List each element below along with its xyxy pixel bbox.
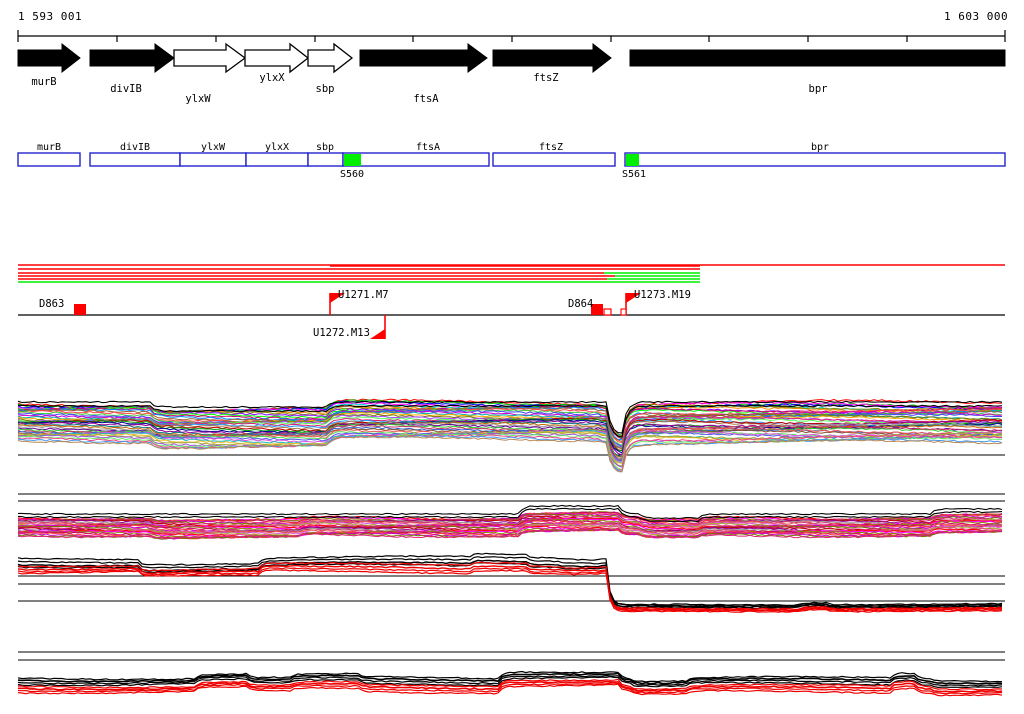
panel1-series-12: [17, 408, 1002, 444]
gene-box-ylxw[interactable]: [179, 152, 247, 167]
panel4-series-6: [17, 682, 1002, 695]
gene-box-bpr[interactable]: [624, 152, 1006, 167]
gene-box-label-divib: divIB: [119, 142, 151, 153]
panel2-outline-0: [18, 504, 1003, 520]
feature-u1273-m19[interactable]: [620, 293, 641, 316]
gene-arrow-ftsz[interactable]: [492, 42, 612, 74]
panel1-outline-0: [17, 400, 1003, 434]
panel4-series-5: [18, 680, 1003, 693]
gene-box-label-ftsa: ftsA: [415, 142, 441, 153]
feature-label-d864: D864: [568, 298, 594, 310]
gene-label-ftsa: ftsA: [413, 93, 439, 105]
panel3-series-7: [17, 569, 1003, 613]
gene-box-label-ylxx: ylxX: [264, 142, 290, 153]
ruler-and-gene-arrow-track[interactable]: [0, 28, 1024, 138]
gene-arrow-murb[interactable]: [17, 42, 81, 74]
ruler-ticks: [17, 30, 1006, 42]
gene-arrow-ylxw[interactable]: [173, 42, 247, 74]
gene-label-divib: divIB: [110, 83, 142, 95]
panel4-series-4: [18, 678, 1003, 691]
panel1-outline-1: [17, 404, 1003, 438]
panel2-series-20: [17, 520, 1003, 533]
panel2-series-7: [17, 514, 1003, 527]
panel1-series-47: [17, 435, 1003, 473]
panel1-series-14: [17, 409, 1002, 448]
gene-box-murb[interactable]: [17, 152, 81, 167]
gene-arrow-sbp[interactable]: [307, 42, 354, 74]
panel2-outline-1: [17, 507, 1003, 523]
feature-label-u1273-m19: U1273.M19: [634, 289, 691, 301]
gene-box-label-sbp: sbp: [315, 142, 335, 153]
gene-box-track[interactable]: [0, 150, 1024, 190]
site-label-s560: S560: [339, 169, 365, 180]
site-marker-s561[interactable]: [626, 154, 639, 166]
feature-label-u1271-m7: U1271.M7: [338, 289, 389, 301]
gene-label-ftsz: ftsZ: [533, 72, 559, 84]
ratio-profile-panel-3[interactable]: [0, 548, 1024, 630]
gene-label-bpr: bpr: [808, 83, 828, 95]
ruler-end-coordinate: 1 603 000: [944, 10, 1009, 23]
panel4-series-7: [17, 683, 1003, 697]
gene-label-murb: murB: [31, 76, 57, 88]
panel3-series-0: [17, 552, 1003, 607]
panel3-series-6: [17, 567, 1002, 613]
gene-arrow-bpr[interactable]: [629, 49, 1006, 67]
ratio-profile-panel-4[interactable]: [0, 644, 1024, 714]
panel2-series-39: [17, 528, 1003, 540]
panel4-series-1: [17, 672, 1003, 685]
gene-arrow-divib[interactable]: [89, 43, 175, 73]
gene-arrow-ftsa[interactable]: [359, 43, 488, 73]
feature-u1271-m7[interactable]: [329, 293, 345, 315]
feature-d863-block[interactable]: [74, 304, 86, 315]
panel1-series-30: [17, 422, 1003, 460]
gene-box-ftsa[interactable]: [342, 152, 490, 167]
ruler-start-coordinate: 1 593 001: [18, 10, 83, 23]
feature-label-d863: D863: [39, 298, 65, 310]
gene-box-ylxx[interactable]: [245, 152, 309, 167]
site-label-s561: S561: [621, 169, 647, 180]
gene-box-label-ylxw: ylxW: [200, 142, 226, 153]
panel2-series-34: [17, 527, 1003, 539]
gene-label-ylxw: ylxW: [185, 93, 211, 105]
panel4-series-2: [17, 674, 1003, 687]
panel3-series-5: [17, 565, 1003, 612]
panel4-series-0: [17, 670, 1003, 683]
gene-box-sbp[interactable]: [307, 152, 344, 167]
gene-box-label-ftsz: ftsZ: [538, 142, 564, 153]
gene-box-ftsz[interactable]: [492, 152, 616, 167]
site-marker-s560[interactable]: [344, 154, 361, 166]
gene-label-sbp: sbp: [315, 83, 335, 95]
panel1-series-46: [17, 434, 1003, 473]
alignment-rows: [18, 264, 1005, 283]
gene-label-ylxx: ylxX: [259, 72, 285, 84]
feature-label-u1272-m13: U1272.M13: [313, 327, 370, 339]
read-alignment-track[interactable]: [0, 255, 1024, 355]
gene-box-divib[interactable]: [89, 152, 181, 167]
feature-d864[interactable]: [591, 304, 612, 316]
feature-u1272-m13[interactable]: [370, 315, 386, 339]
gene-box-label-bpr: bpr: [810, 142, 830, 153]
expression-profile-panel-1[interactable]: [0, 382, 1024, 477]
gene-arrow-ylxx[interactable]: [244, 42, 310, 74]
gene-box-label-murb: murB: [36, 142, 62, 153]
expression-profile-panel-2[interactable]: [0, 488, 1024, 550]
